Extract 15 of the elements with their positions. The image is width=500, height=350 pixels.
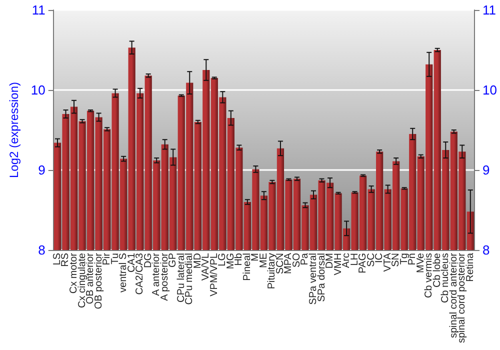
x-tick-label: OB posterior <box>93 252 104 310</box>
y-axis-title: Log2 (expression) <box>7 82 21 178</box>
y2-tick-label: 9 <box>482 162 490 178</box>
y-tick-label: 9 <box>38 162 46 178</box>
y2-tick-label: 11 <box>482 2 496 18</box>
y2-tick-label: 8 <box>482 242 490 258</box>
x-tick-label: Pituitary <box>266 253 278 290</box>
x-tick-label: Tg <box>398 253 410 265</box>
y-tick-label: 8 <box>38 242 46 258</box>
y-tick-label: 10 <box>30 82 46 98</box>
y2-tick-label: 10 <box>482 82 498 98</box>
x-tick-label: RS <box>60 252 72 267</box>
y-tick-label: 11 <box>32 2 46 18</box>
x-tick-label: A posterior <box>159 252 170 301</box>
x-tick-label: ME <box>258 252 270 268</box>
